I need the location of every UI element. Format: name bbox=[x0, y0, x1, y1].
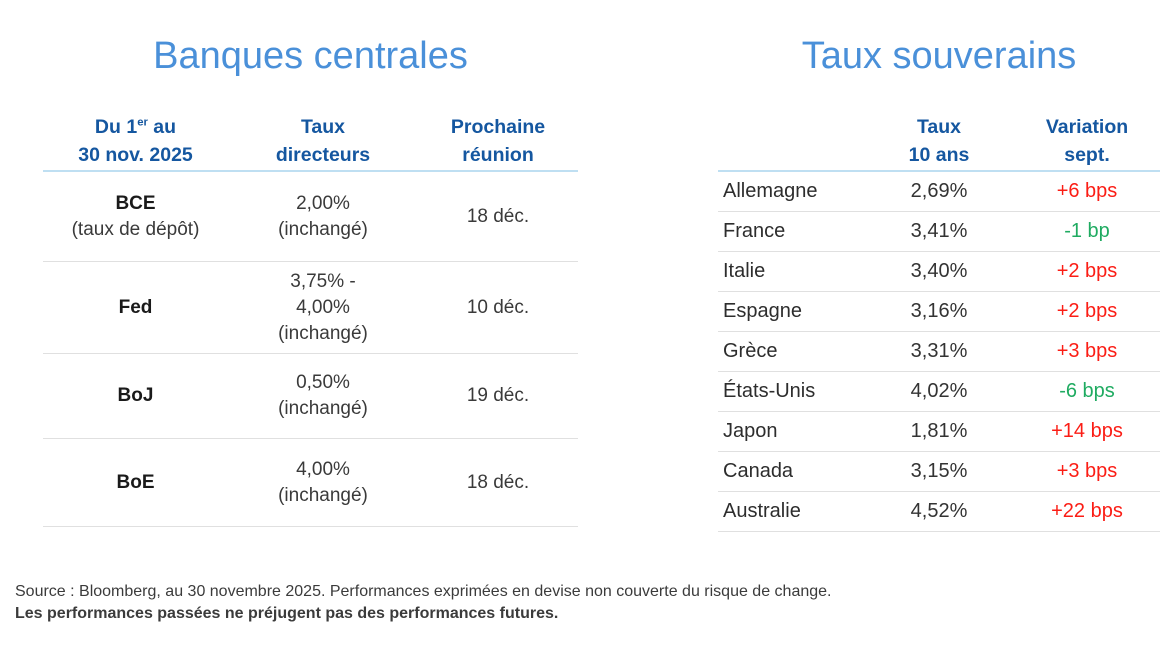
header-10y-rate: Taux 10 ans bbox=[908, 116, 970, 166]
table-row-boe: BoE 4,00% (inchangé) 18 déc. bbox=[43, 439, 578, 527]
superscript-er: er bbox=[137, 116, 148, 129]
bank-name: BoJ bbox=[117, 385, 154, 406]
table-row-france: France 3,41% -1 bp bbox=[718, 212, 1160, 252]
country-label: Canada bbox=[723, 460, 794, 482]
policy-rate-note: (inchangé) bbox=[278, 218, 368, 240]
header-country-spacer bbox=[718, 100, 864, 170]
variation-value: +14 bps bbox=[1051, 420, 1123, 442]
table-row-italie: Italie 3,40% +2 bps bbox=[718, 252, 1160, 292]
sovereign-rates-title: Taux souverains bbox=[801, 35, 1077, 77]
header-policy-rates: Taux directeurs bbox=[275, 116, 371, 166]
central-banks-table: Du 1er au 30 nov. 2025 Taux directeurs P… bbox=[43, 100, 578, 527]
header-next-meeting: Prochaine réunion bbox=[450, 116, 546, 166]
variation-value: +6 bps bbox=[1056, 180, 1118, 202]
country-label: Espagne bbox=[723, 300, 802, 322]
rate-10y: 3,41% bbox=[910, 220, 968, 242]
table-row-allemagne: Allemagne 2,69% +6 bps bbox=[718, 172, 1160, 212]
table-row-japon: Japon 1,81% +14 bps bbox=[718, 412, 1160, 452]
next-meeting-date: 10 déc. bbox=[466, 296, 530, 318]
rate-10y: 3,40% bbox=[910, 260, 968, 282]
next-meeting-date: 18 déc. bbox=[466, 471, 530, 493]
country-label: Australie bbox=[723, 500, 801, 522]
variation-value: +2 bps bbox=[1056, 300, 1118, 322]
country-label: Grèce bbox=[723, 340, 778, 362]
policy-rate: 4,00% bbox=[296, 458, 350, 480]
bank-note: (taux de dépôt) bbox=[71, 218, 200, 240]
table-row-australie: Australie 4,52% +22 bps bbox=[718, 492, 1160, 532]
source-footer: Source : Bloomberg, au 30 novembre 2025.… bbox=[15, 581, 831, 624]
policy-rate-note: (inchangé) bbox=[278, 484, 368, 506]
table-row-bce: BCE (taux de dépôt) 2,00% (inchangé) 18 … bbox=[43, 172, 578, 262]
table-row-fed: Fed 3,75% - 4,00% (inchangé) 10 déc. bbox=[43, 262, 578, 354]
bank-name: Fed bbox=[118, 296, 153, 318]
table-row-grece: Grèce 3,31% +3 bps bbox=[718, 332, 1160, 372]
variation-value: +3 bps bbox=[1056, 340, 1118, 362]
country-label: États-Unis bbox=[723, 380, 816, 402]
header-variation: Variation sept. bbox=[1045, 116, 1129, 166]
policy-rate-note: (inchangé) bbox=[278, 398, 368, 419]
country-label: Allemagne bbox=[723, 180, 818, 202]
policy-rate: 4,00% bbox=[296, 296, 350, 318]
variation-value: +22 bps bbox=[1051, 500, 1123, 522]
disclaimer-line: Les performances passées ne préjugent pa… bbox=[15, 604, 559, 622]
table-row-etats-unis: États-Unis 4,02% -6 bps bbox=[718, 372, 1160, 412]
table-row-canada: Canada 3,15% +3 bps bbox=[718, 452, 1160, 492]
rate-10y: 3,16% bbox=[910, 300, 968, 322]
sovereign-rates-table: Taux 10 ans Variation sept. Allemagne 2,… bbox=[718, 100, 1160, 532]
variation-value: +3 bps bbox=[1056, 460, 1118, 482]
central-banks-header-row: Du 1er au 30 nov. 2025 Taux directeurs P… bbox=[43, 100, 578, 172]
policy-rate: 0,50% bbox=[296, 372, 350, 393]
table-row-espagne: Espagne 3,16% +2 bps bbox=[718, 292, 1160, 332]
policy-rate-note: (inchangé) bbox=[278, 322, 368, 344]
country-label: France bbox=[723, 220, 786, 242]
header-period: Du 1er au 30 nov. 2025 bbox=[78, 116, 193, 166]
rate-10y: 2,69% bbox=[910, 180, 968, 202]
policy-rate: 3,75% - bbox=[290, 270, 356, 292]
sovereign-rates-header-row: Taux 10 ans Variation sept. bbox=[718, 100, 1160, 172]
variation-value: -1 bp bbox=[1064, 220, 1110, 242]
next-meeting-date: 18 déc. bbox=[466, 205, 530, 227]
bank-name: BoE bbox=[116, 471, 155, 493]
source-line: Source : Bloomberg, au 30 novembre 2025.… bbox=[15, 583, 832, 600]
policy-rate: 2,00% bbox=[296, 192, 350, 214]
next-meeting-date: 19 déc. bbox=[466, 385, 530, 406]
rate-10y: 3,31% bbox=[910, 340, 968, 362]
country-label: Japon bbox=[723, 420, 778, 442]
rate-10y: 4,02% bbox=[910, 380, 968, 402]
variation-value: -6 bps bbox=[1059, 380, 1115, 402]
country-label: Italie bbox=[723, 260, 766, 282]
bank-name: BCE bbox=[115, 192, 156, 214]
table-row-boj: BoJ 0,50% (inchangé) 19 déc. bbox=[43, 354, 578, 439]
rate-10y: 3,15% bbox=[910, 460, 968, 482]
variation-value: +2 bps bbox=[1056, 260, 1118, 282]
rate-10y: 4,52% bbox=[910, 500, 968, 522]
central-banks-title: Banques centrales bbox=[153, 35, 468, 77]
rate-10y: 1,81% bbox=[910, 420, 968, 442]
